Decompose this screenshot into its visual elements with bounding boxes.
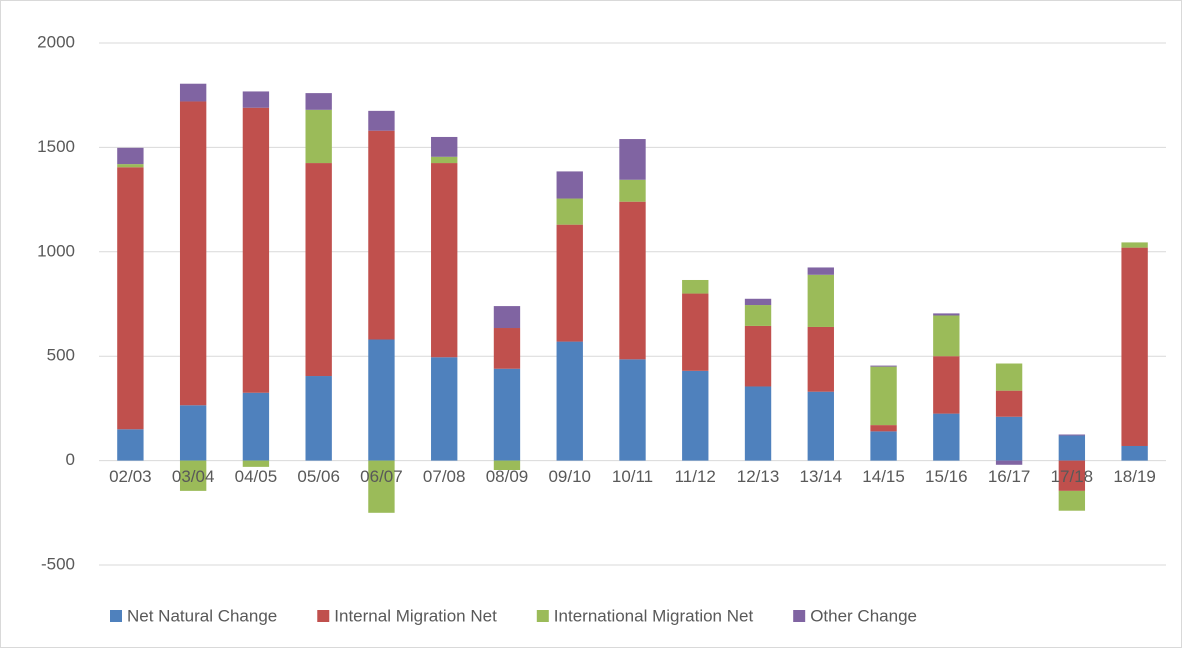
legend-label: Net Natural Change [127,606,277,625]
bar-segment [995,416,1023,461]
x-tick-label: 12/13 [737,467,780,486]
bar-segment [619,201,646,360]
bar-segment [368,339,395,461]
bar-segment [493,328,521,369]
bar-segment [807,274,834,327]
bar-segment [1058,490,1086,511]
bar-segment [117,429,144,461]
bar-segment [807,391,834,461]
bar-segment [179,83,207,102]
bar-segment [242,91,270,108]
bar-segment [242,460,270,467]
bar-segment [1058,434,1086,436]
y-tick-label: 1000 [37,241,75,260]
bar-segment [305,376,332,461]
bar-segment [995,390,1023,417]
bar-segment [179,460,207,491]
bar-segment [870,366,897,426]
bar-segment [682,370,709,461]
x-tick-label: 15/16 [925,467,968,486]
bar-segment [368,130,395,340]
bar-segment [117,164,144,168]
x-tick-label: 07/08 [423,467,466,486]
bar-segment [1121,445,1148,461]
x-tick-label: 03/04 [172,467,215,486]
bar-segment [682,293,709,371]
bar-segment [242,107,270,393]
bar-segment [431,136,458,157]
bar-segment [556,341,583,461]
x-tick-label: 11/12 [675,467,716,486]
legend-swatch [110,610,122,622]
bar-segment [682,279,709,294]
bar-segment [870,365,897,367]
bar-segment [995,363,1023,391]
legend-label: Other Change [810,606,917,625]
bar-segment [305,93,332,110]
x-tick-label: 13/14 [800,467,843,486]
bar-segment [431,357,458,461]
y-tick-label: 2000 [37,32,75,51]
y-tick-label: 0 [66,450,75,469]
bar-segment [744,298,772,306]
bar-segment [556,171,583,199]
bar-segment [933,356,960,414]
bar-segment [431,163,458,358]
legend-label: International Migration Net [554,606,754,625]
bar-segment [744,325,772,387]
bar-segment [431,156,458,164]
bar-segment [556,224,583,342]
bar-segment [179,405,207,461]
bar-segment [1121,242,1148,248]
y-tick-label: -500 [41,554,75,573]
x-tick-label: 16/17 [988,467,1031,486]
legend-label: Internal Migration Net [334,606,497,625]
x-tick-label: 06/07 [360,467,403,486]
bar-segment [619,179,646,202]
bar-segment [368,460,395,513]
bar-segment [493,460,521,470]
bar-segment [807,267,834,275]
bar-segment [933,315,960,357]
legend-swatch [317,610,330,622]
bar-segment [556,198,583,225]
bar-segment [493,368,521,461]
x-tick-label: 02/03 [109,467,152,486]
bar-segment [179,101,207,406]
bar-segment [305,163,332,377]
bar-segment [368,110,395,131]
bar-segment [933,313,960,316]
x-tick-label: 05/06 [297,467,340,486]
bar-segment [493,306,521,329]
x-tick-label: 18/19 [1113,467,1156,486]
x-tick-label: 17/18 [1051,467,1094,486]
x-tick-label: 10/11 [612,467,653,486]
x-tick-label: 14/15 [862,467,905,486]
bar-segment [619,139,646,180]
bar-segment [305,109,332,164]
bar-segment [1058,460,1086,491]
bar-segment [744,305,772,326]
bar-segment [1058,435,1086,461]
bar-segment [1121,247,1148,446]
bar-segment [117,167,144,430]
bar-segment [995,460,1023,465]
bar-segment [117,147,144,165]
bar-segment [933,413,960,461]
bar-segment [807,326,834,392]
bar-segment [242,392,270,461]
legend-swatch [536,610,549,622]
bar-segment [870,431,897,461]
y-tick-label: 500 [47,346,75,365]
y-tick-label: 1500 [37,137,75,156]
x-tick-label: 04/05 [235,467,278,486]
legend-swatch [793,610,806,622]
bar-segment [744,386,772,461]
bar-segment [870,425,897,432]
x-tick-label: 09/10 [548,467,591,486]
x-tick-label: 08/09 [486,467,529,486]
bar-segment [619,359,646,461]
